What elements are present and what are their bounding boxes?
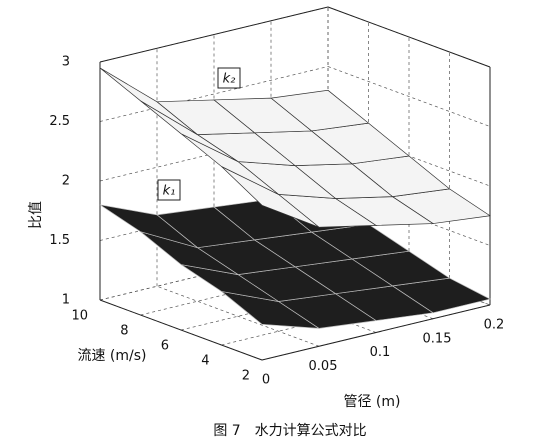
caption: 图 7 水力计算公式对比 [213,423,366,439]
z-axis-label: 比值 [28,201,44,229]
surface-patch [99,67,198,135]
axis-edge [99,6,329,63]
z-tick-label: 2 [62,174,70,189]
grid-line [156,285,320,347]
annotation-box [217,67,241,89]
plot-area: 1 1.5 2 2.5 3 0 0.05 0.1 0.15 0.2 2 4 6 8 10 [49,6,505,388]
x-axis-label: 管径 (m) [343,394,400,410]
series-label: k₁ [163,184,176,199]
axis-edge [261,304,491,361]
y-tick-label: 6 [161,339,169,354]
x-tick-label: 0.2 [484,318,505,333]
z-tick-label: 1 [62,293,70,308]
surface-patch [99,204,198,249]
y-tick-label: 2 [242,369,250,384]
y-tick-label: 4 [201,354,209,369]
z-tick-label: 3 [62,55,70,70]
surface [99,191,491,329]
y-axis-label: 流速 (m/s) [77,348,146,364]
y-tick-label: 10 [71,309,88,324]
y-tick-label: 8 [120,324,128,339]
series-label: k₂ [223,72,236,87]
x-tick-label: 0 [262,373,270,388]
x-tick-label: 0.1 [370,345,391,360]
axis-edge [99,299,263,361]
axis-edge [327,6,491,68]
grid-line [327,66,491,127]
x-tick-label: 0.15 [423,331,452,346]
surface [99,67,491,228]
z-tick-label: 1.5 [49,233,70,248]
annotation-box [157,179,181,201]
x-tick-label: 0.05 [309,359,338,374]
z-tick-label: 2.5 [49,114,70,129]
